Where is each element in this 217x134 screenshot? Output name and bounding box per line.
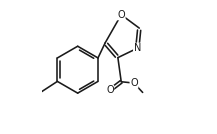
Text: O: O	[130, 78, 138, 88]
Text: N: N	[134, 43, 141, 53]
Text: O: O	[117, 10, 125, 20]
Text: O: O	[106, 85, 114, 95]
